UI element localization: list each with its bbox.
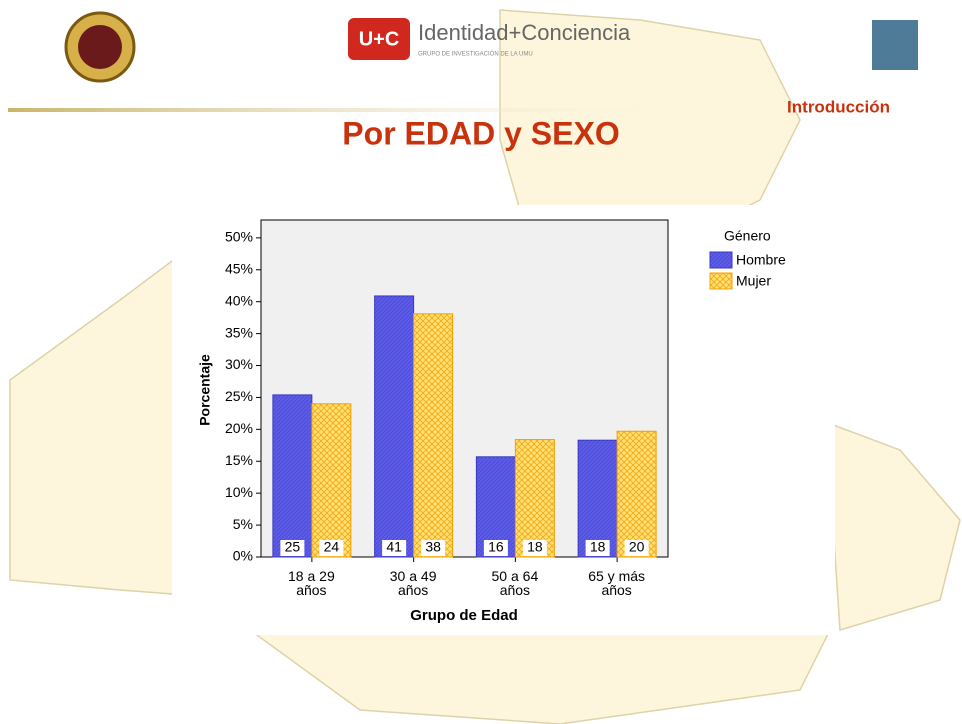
bar bbox=[312, 404, 351, 557]
value-label: 20 bbox=[629, 539, 645, 555]
slide-title: Por EDAD y SEXO bbox=[342, 115, 619, 151]
value-label: 18 bbox=[527, 539, 543, 555]
bar bbox=[375, 296, 414, 557]
value-label: 41 bbox=[386, 539, 402, 555]
y-tick-label: 50% bbox=[225, 229, 253, 245]
value-label: 24 bbox=[324, 539, 340, 555]
value-label: 18 bbox=[590, 539, 606, 555]
value-label: 16 bbox=[488, 539, 504, 555]
section-label: Introducción bbox=[787, 97, 890, 116]
group-logo-mark: U+C bbox=[359, 28, 400, 50]
group-logo-text: Identidad+Conciencia bbox=[418, 20, 631, 45]
value-label: 25 bbox=[285, 539, 301, 555]
x-tick-label: 18 a 29 años bbox=[274, 569, 349, 597]
x-tick-label: 30 a 49 años bbox=[376, 569, 451, 597]
bar bbox=[414, 314, 453, 557]
legend-title: Género bbox=[724, 228, 771, 244]
legend-label: Mujer bbox=[736, 273, 771, 289]
corner-logo bbox=[872, 20, 918, 70]
y-tick-label: 35% bbox=[225, 324, 253, 340]
bar bbox=[273, 395, 312, 557]
y-tick-label: 0% bbox=[233, 548, 253, 564]
x-tick-label: 65 y más años bbox=[579, 569, 654, 597]
y-tick-label: 40% bbox=[225, 292, 253, 308]
x-axis-label: Grupo de Edad bbox=[410, 607, 518, 624]
y-tick-label: 15% bbox=[225, 452, 253, 468]
header-rule bbox=[8, 108, 768, 112]
university-logo-inner bbox=[78, 25, 122, 69]
y-tick-label: 5% bbox=[233, 516, 253, 532]
chart: U+C Identidad+Conciencia GRUPO DE INVEST… bbox=[0, 0, 962, 724]
y-tick-label: 25% bbox=[225, 388, 253, 404]
slide: U+C Identidad+Conciencia GRUPO DE INVEST… bbox=[0, 0, 962, 724]
legend-label: Hombre bbox=[736, 252, 786, 268]
y-axis-label: Porcentaje bbox=[197, 354, 213, 426]
value-label: 38 bbox=[425, 539, 441, 555]
y-tick-label: 45% bbox=[225, 260, 253, 276]
x-tick-label: 50 a 64 años bbox=[477, 569, 552, 597]
y-tick-label: 10% bbox=[225, 484, 253, 500]
legend-swatch bbox=[710, 252, 732, 268]
y-tick-label: 20% bbox=[225, 420, 253, 436]
group-logo-subtext: GRUPO DE INVESTIGACIÓN DE LA UMU bbox=[418, 51, 533, 58]
legend-swatch bbox=[710, 273, 732, 289]
y-tick-label: 30% bbox=[225, 356, 253, 372]
